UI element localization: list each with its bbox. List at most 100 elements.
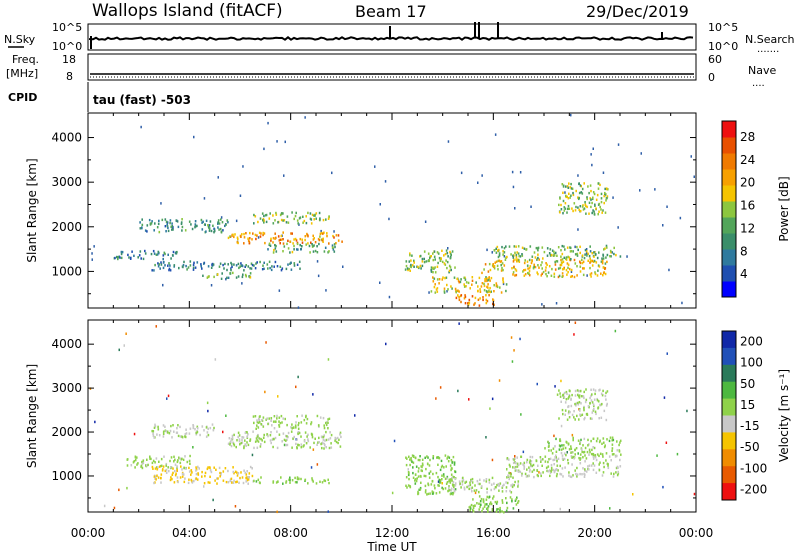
velocity-echo-pixel xyxy=(583,406,585,410)
power-echo-pixel xyxy=(492,265,495,268)
velocity-frame xyxy=(87,319,697,513)
power-echo-pixel xyxy=(450,268,452,272)
power-echo-pixel xyxy=(279,238,282,241)
velocity-echo-pixel xyxy=(575,472,577,476)
velocity-echo-pixel xyxy=(240,471,242,474)
velocity-echo-pixel xyxy=(571,456,573,459)
power-echo-pixel xyxy=(322,240,324,243)
power-echo-pixel xyxy=(156,226,159,229)
velocity-echo-pixel xyxy=(157,476,160,479)
power-echo-pixel xyxy=(604,211,607,214)
velocity-echo-pixel xyxy=(547,445,550,448)
colorbar-segment xyxy=(722,265,736,282)
power-echo-pixel xyxy=(141,223,144,227)
velocity-noise-pixel xyxy=(519,337,521,341)
velocity-echo-pixel xyxy=(207,481,210,484)
power-echo-pixel xyxy=(287,263,289,266)
power-echo-pixel xyxy=(157,265,160,268)
power-echo-pixel xyxy=(307,242,309,245)
velocity-echo-pixel xyxy=(252,415,255,418)
velocity-echo-pixel xyxy=(339,433,341,436)
power-echo-pixel xyxy=(319,217,321,220)
velocity-echo-pixel xyxy=(238,481,240,484)
velocity-echo-pixel xyxy=(253,421,255,425)
velocity-echo-pixel xyxy=(328,481,330,485)
velocity-echo-pixel xyxy=(412,461,415,464)
velocity-echo-pixel xyxy=(483,479,485,482)
power-noise-pixel xyxy=(230,267,232,270)
velocity-echo-pixel xyxy=(312,480,314,483)
power-noise-pixel xyxy=(555,302,558,305)
power-echo-pixel xyxy=(600,208,602,211)
velocity-echo-pixel xyxy=(181,475,184,478)
power-echo-pixel xyxy=(593,259,596,263)
velocity-echo-pixel xyxy=(567,397,570,400)
power-echo-pixel xyxy=(487,277,489,280)
velocity-echo-pixel xyxy=(254,440,257,443)
velocity-echo-pixel xyxy=(281,440,283,443)
velocity-echo-pixel xyxy=(487,505,490,508)
nsky-panel xyxy=(87,23,697,51)
power-echo-pixel xyxy=(222,229,224,232)
velocity-echo-pixel xyxy=(496,483,498,487)
velocity-echo-pixel xyxy=(443,466,445,469)
velocity-echo-pixel xyxy=(437,456,439,459)
velocity-echo-pixel xyxy=(227,442,230,445)
nave-dots: .... xyxy=(752,78,765,89)
power-echo-pixel xyxy=(421,257,424,261)
power-echo-pixel xyxy=(598,202,601,206)
power-echo-pixel xyxy=(578,191,581,195)
velocity-echo-pixel xyxy=(571,463,573,466)
velocity-echo-pixel xyxy=(489,502,491,506)
velocity-echo-pixel xyxy=(606,438,608,441)
velocity-echo-pixel xyxy=(407,484,410,487)
velocity-echo-pixel xyxy=(485,498,488,501)
velocity-echo-pixel xyxy=(257,426,260,429)
power-echo-pixel xyxy=(448,269,451,272)
power-echo-pixel xyxy=(318,242,320,246)
velocity-echo-pixel xyxy=(185,467,187,470)
velocity-echo-pixel xyxy=(158,460,160,463)
velocity-echo-pixel xyxy=(452,455,455,459)
velocity-echo-pixel xyxy=(557,469,559,472)
power-echo-pixel xyxy=(137,256,139,259)
velocity-echo-pixel xyxy=(482,500,485,503)
velocity-noise-pixel xyxy=(234,505,237,508)
velocity-echo-pixel xyxy=(280,476,282,479)
velocity-echo-pixel xyxy=(305,422,308,425)
power-echo-pixel xyxy=(296,219,299,222)
velocity-echo-pixel xyxy=(559,472,561,476)
power-noise-pixel xyxy=(602,171,605,174)
velocity-echo-pixel xyxy=(311,478,314,482)
power-echo-pixel xyxy=(537,249,539,252)
velocity-echo-pixel xyxy=(260,476,262,479)
velocity-echo-pixel xyxy=(232,442,235,446)
power-echo-pixel xyxy=(181,225,184,229)
power-echo-pixel xyxy=(451,250,454,253)
velocity-echo-pixel xyxy=(460,486,462,489)
power-echo-pixel xyxy=(196,224,198,228)
power-echo-pixel xyxy=(274,219,276,222)
velocity-noise-pixel xyxy=(471,481,474,484)
power-echo-pixel xyxy=(593,251,595,254)
power-echo-pixel xyxy=(605,187,608,190)
power-echo-pixel xyxy=(144,252,147,255)
power-echo-pixel xyxy=(586,205,588,209)
power-echo-pixel xyxy=(592,191,595,194)
velocity-echo-pixel xyxy=(594,454,597,457)
power-noise-pixel xyxy=(481,174,483,177)
velocity-echo-pixel xyxy=(576,389,579,392)
power-echo-pixel xyxy=(200,263,202,266)
velocity-echo-pixel xyxy=(523,461,526,465)
velocity-noise-pixel xyxy=(513,349,515,352)
power-echo-pixel xyxy=(408,260,411,263)
power-echo-pixel xyxy=(253,222,255,225)
power-echo-pixel xyxy=(165,220,168,223)
power-echo-pixel xyxy=(187,266,190,269)
power-echo-pixel xyxy=(592,209,594,212)
velocity-echo-pixel xyxy=(283,438,286,442)
power-echo-pixel xyxy=(297,248,299,251)
velocity-echo-pixel xyxy=(162,424,165,427)
velocity-echo-pixel xyxy=(192,424,195,428)
power-echo-pixel xyxy=(593,210,595,213)
